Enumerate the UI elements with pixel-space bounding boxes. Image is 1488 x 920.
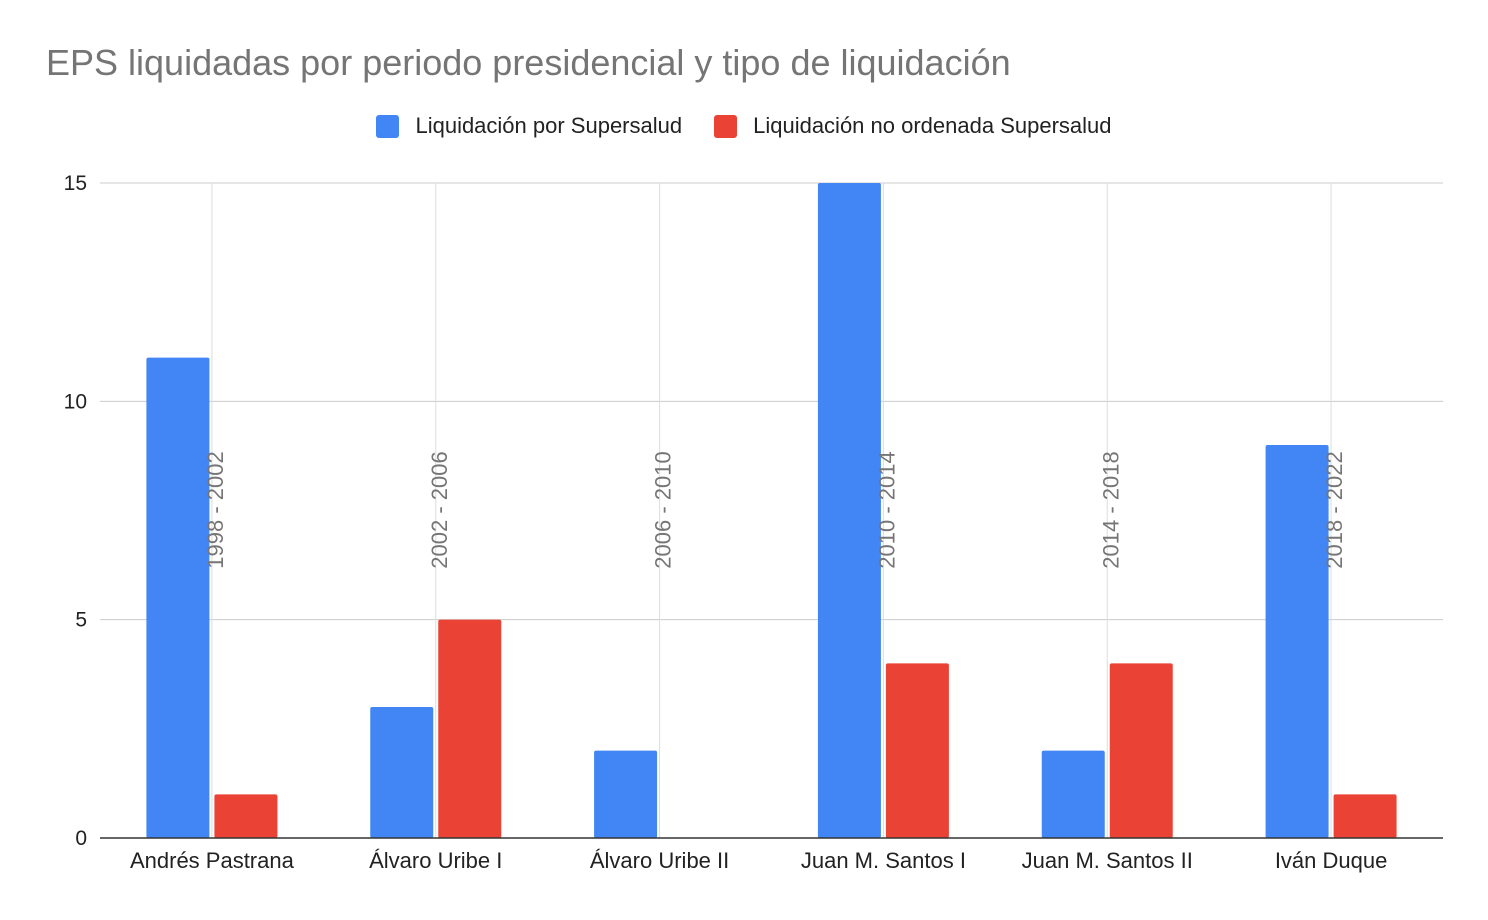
y-tick-label: 10 [64, 390, 87, 413]
period-annotation: 2018 - 2022 [1322, 451, 1347, 568]
legend-item-no-ordenada: Liquidación no ordenada Supersalud [714, 113, 1112, 139]
chart-title: EPS liquidadas por periodo presidencial … [46, 42, 1011, 83]
bar-supersalud [817, 183, 881, 838]
y-tick-label: 5 [75, 609, 87, 632]
bar-no-ordenada [1109, 663, 1173, 838]
bar-supersalud [594, 750, 658, 838]
bar-supersalud [146, 357, 210, 838]
legend-swatch-no-ordenada [714, 114, 738, 138]
bar-no-ordenada [438, 619, 502, 838]
bar-no-ordenada [1333, 794, 1397, 838]
period-annotation: 1998 - 2002 [203, 451, 228, 568]
x-tick-label: Álvaro Uribe II [590, 848, 729, 873]
x-tick-label: Juan M. Santos I [801, 848, 966, 873]
legend-swatch-supersalud [376, 114, 400, 138]
period-annotation: 2010 - 2014 [874, 451, 899, 568]
bar-supersalud [370, 707, 434, 838]
period-annotation: 2006 - 2010 [651, 451, 676, 568]
legend-label-supersalud: Liquidación por Supersalud [415, 113, 683, 138]
x-tick-label: Andrés Pastrana [130, 848, 295, 873]
bar-supersalud [1265, 445, 1329, 838]
legend-item-supersalud: Liquidación por Supersalud [376, 113, 682, 139]
period-annotation: 2002 - 2006 [427, 451, 452, 568]
x-tick-label: Iván Duque [1275, 848, 1388, 873]
period-annotation: 2014 - 2018 [1098, 451, 1123, 568]
x-tick-label: Álvaro Uribe I [369, 848, 502, 873]
bar-no-ordenada [885, 663, 949, 838]
x-tick-label: Juan M. Santos II [1022, 848, 1193, 873]
y-tick-label: 15 [64, 172, 87, 195]
bar-supersalud [1041, 750, 1105, 838]
y-tick-label: 0 [75, 827, 87, 850]
bar-no-ordenada [214, 794, 278, 838]
legend: Liquidación por Supersalud Liquidación n… [0, 113, 1488, 139]
legend-label-no-ordenada: Liquidación no ordenada Supersalud [753, 113, 1112, 138]
